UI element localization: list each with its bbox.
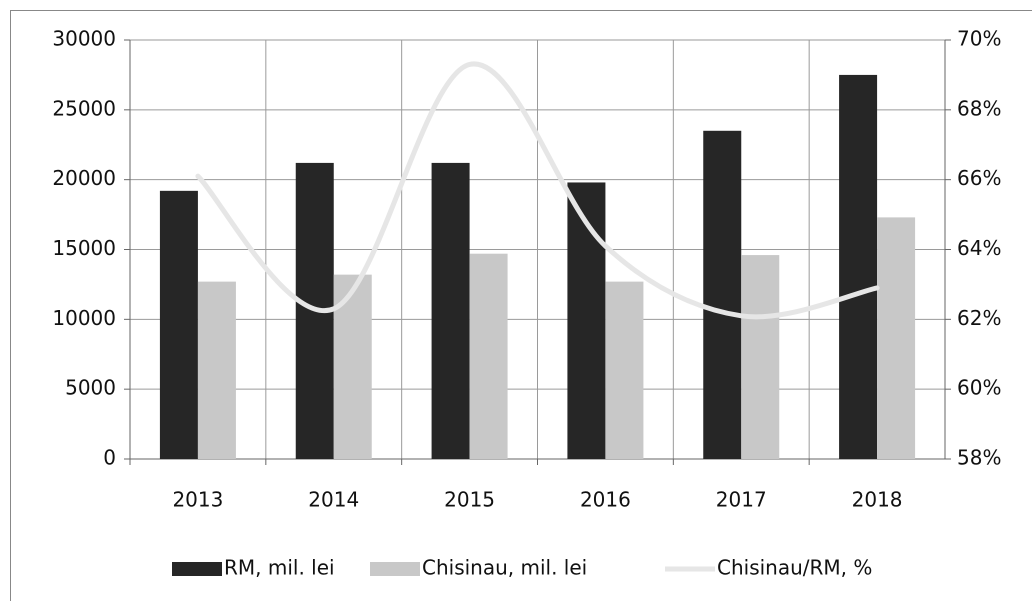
legend-label: Chisinau/RM, %	[717, 556, 872, 580]
y2-tick-label: 64%	[957, 236, 1001, 260]
line	[195, 61, 880, 320]
y2-tick-label: 58%	[957, 446, 1001, 470]
bar	[703, 130, 742, 460]
chart-border	[10, 10, 1032, 601]
legend-swatch	[172, 562, 222, 576]
y2-tick-label: 68%	[957, 96, 1001, 120]
y-tick-label: 25000	[52, 96, 116, 120]
y2-tick-label: 66%	[957, 166, 1001, 190]
legend-label: Chisinau, mil. lei	[422, 556, 587, 580]
bar	[469, 253, 508, 459]
bar	[567, 182, 606, 459]
x-tick-label: 2018	[852, 488, 903, 512]
x-tick-label: 2015	[444, 488, 495, 512]
x-tick-label: 2014	[308, 488, 359, 512]
y-tick-label: 30000	[52, 27, 116, 51]
bar	[159, 190, 198, 459]
y-tick-label: 5000	[65, 376, 116, 400]
bar	[741, 255, 780, 459]
bar	[877, 217, 916, 459]
y-tick-label: 10000	[52, 306, 116, 330]
bar	[839, 74, 878, 460]
legend-label: RM, mil. lei	[224, 556, 335, 580]
y2-tick-label: 60%	[957, 376, 1001, 400]
y2-tick-label: 62%	[957, 306, 1001, 330]
y2-tick-label: 70%	[957, 27, 1001, 51]
legend-swatch	[370, 562, 420, 576]
x-tick-label: 2013	[172, 488, 223, 512]
x-tick-label: 2017	[716, 488, 767, 512]
y-tick-label: 20000	[52, 166, 116, 190]
bar	[605, 281, 644, 459]
bar	[197, 281, 236, 459]
bar	[431, 162, 470, 459]
y-tick-label: 0	[103, 446, 116, 470]
y-tick-label: 15000	[52, 236, 116, 260]
x-tick-label: 2016	[580, 488, 631, 512]
